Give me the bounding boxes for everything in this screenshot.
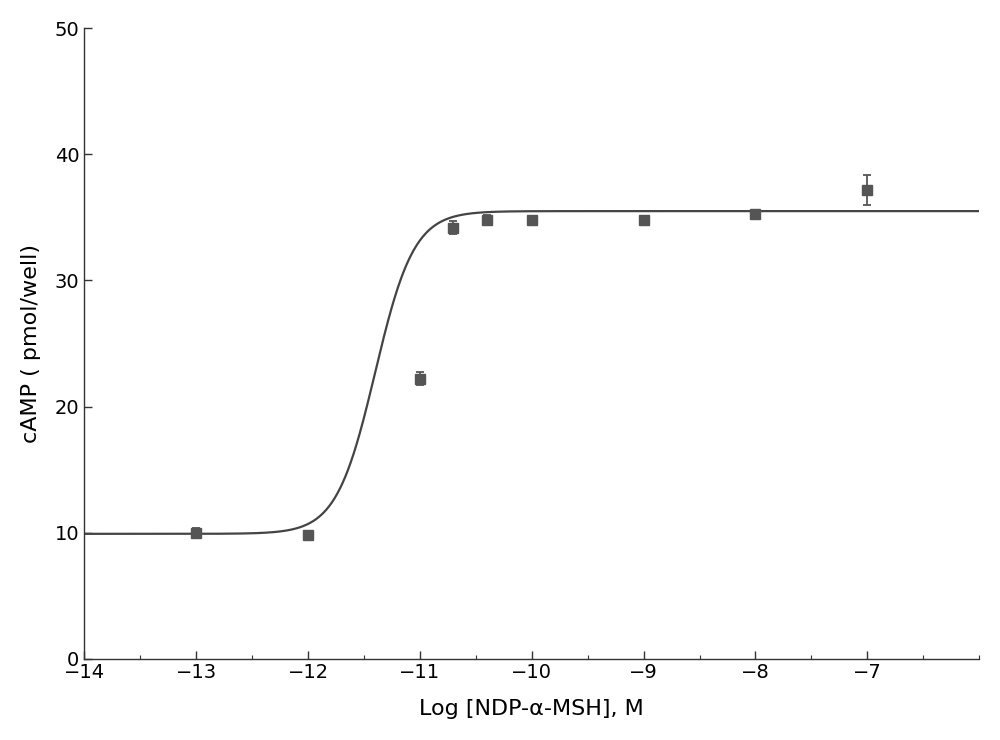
X-axis label: Log [NDP-α-MSH], M: Log [NDP-α-MSH], M: [419, 699, 644, 719]
Y-axis label: cAMP ( pmol/well): cAMP ( pmol/well): [21, 244, 41, 443]
